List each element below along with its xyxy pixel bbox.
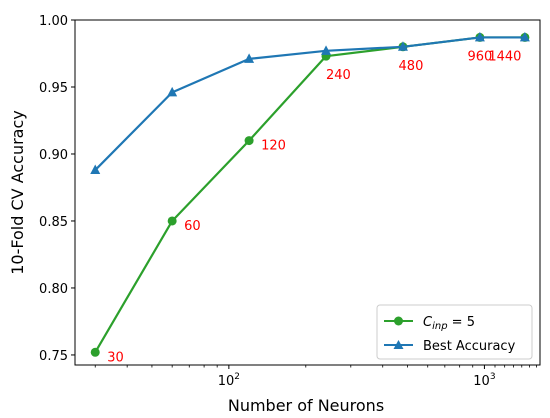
y-tick-label-2: 0.85 <box>39 215 68 230</box>
y-axis: 0.75 0.80 0.85 0.90 0.95 1.00 <box>39 14 75 364</box>
legend-label-cinp: Cinp = 5 <box>423 315 475 332</box>
y-tick-label-5: 1.00 <box>39 14 68 29</box>
data-label-240: 240 <box>326 68 351 83</box>
legend-cinp-rest: = 5 <box>448 315 475 330</box>
legend-marker-best-accuracy <box>393 340 404 349</box>
data-label-30: 30 <box>107 350 124 365</box>
y-axis-label: 10-Fold CV Accuracy <box>8 110 27 275</box>
y-tick-label-3: 0.90 <box>39 148 68 163</box>
series-1-point-0 <box>90 164 101 175</box>
legend: Cinp = 5 Best Accuracy <box>376 304 533 360</box>
series-1-point-6 <box>519 31 530 42</box>
x-tick-label-0: 102 <box>218 372 240 389</box>
data-label-480: 480 <box>399 59 424 74</box>
series-1-point-5 <box>474 31 485 42</box>
legend-cinp-main: C <box>423 315 433 330</box>
y-tick-label-1: 0.80 <box>39 282 68 297</box>
y-tick-label-4: 0.95 <box>39 81 68 96</box>
data-label-60: 60 <box>184 219 201 234</box>
legend-label-best-accuracy: Best Accuracy <box>423 339 516 354</box>
axes-frame <box>74 19 541 366</box>
series-1-point-3 <box>321 45 332 55</box>
series-0-point-0 <box>90 347 100 357</box>
x-tick-label-base-1: 10 <box>473 374 490 389</box>
series-0-point-1 <box>167 216 177 226</box>
legend-cinp-sub: inp <box>432 321 447 332</box>
x-tick-label-exp-0: 2 <box>234 372 240 382</box>
x-axis: 102 103 <box>94 365 537 389</box>
x-tick-label-exp-1: 3 <box>490 372 496 382</box>
y-tick-label-0: 0.75 <box>39 349 68 364</box>
series-1-point-1 <box>167 86 178 97</box>
x-tick-label-base-0: 10 <box>218 374 235 389</box>
series-1-point-4 <box>397 41 408 51</box>
series-0-point-2 <box>244 136 254 146</box>
data-label-120: 120 <box>261 139 286 154</box>
legend-box <box>376 304 533 360</box>
data-label-960: 960 <box>467 49 492 64</box>
data-label-1440: 1440 <box>488 49 521 64</box>
x-tick-label-1: 103 <box>473 372 495 389</box>
legend-marker-cinp <box>394 316 403 326</box>
x-axis-label: Number of Neurons <box>228 396 384 415</box>
series-1-point-2 <box>244 53 255 63</box>
